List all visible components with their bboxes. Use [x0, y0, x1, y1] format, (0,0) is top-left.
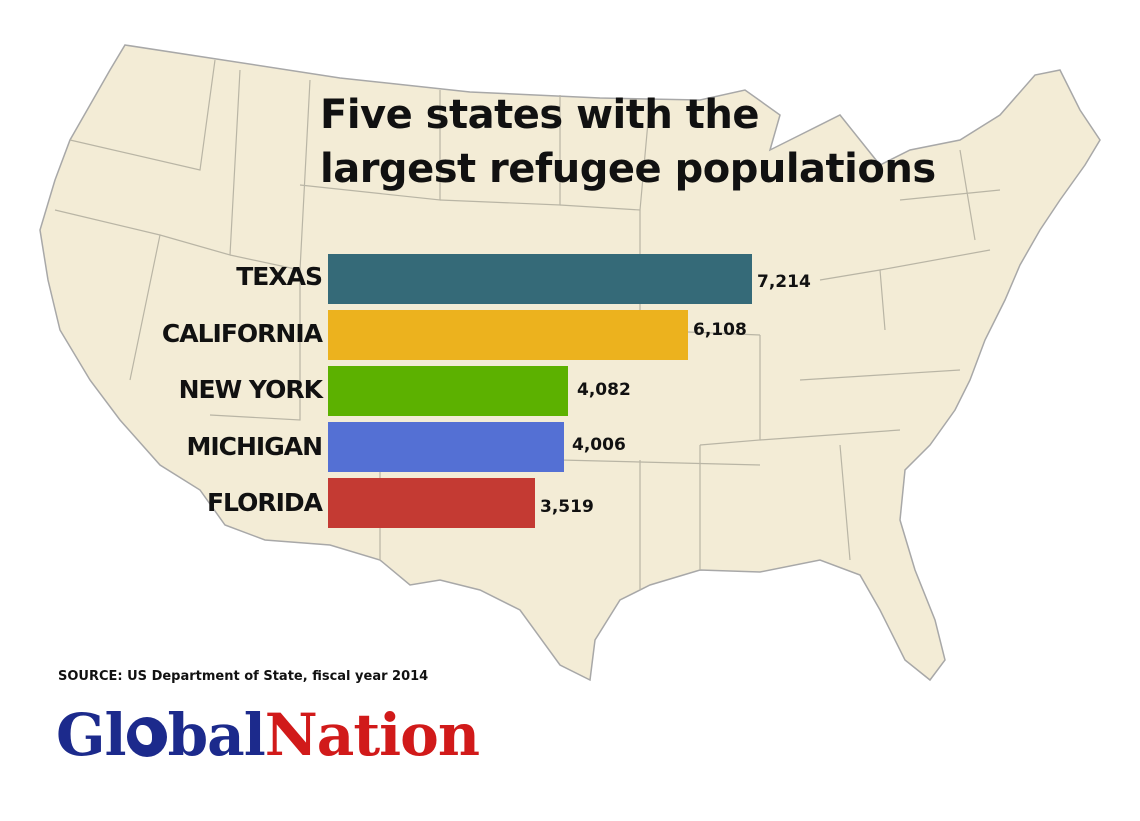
globalnation-logo: Gl balNation — [56, 700, 480, 770]
bar-california — [328, 310, 688, 360]
bar-value-texas: 7,214 — [757, 272, 811, 292]
bar-value-michigan: 4,006 — [572, 435, 626, 455]
bar-new-york — [328, 366, 568, 416]
bar-value-california: 6,108 — [693, 320, 747, 340]
bar-label-california: CALIFORNIA — [161, 319, 323, 348]
source-note: SOURCE: US Department of State, fiscal y… — [58, 669, 429, 684]
bar-label-michigan: MICHIGAN — [186, 432, 323, 461]
title-line-2: largest refugee populations — [320, 146, 936, 192]
bar-michigan — [328, 422, 564, 472]
bar-value-florida: 3,519 — [540, 497, 594, 517]
globe-icon — [126, 717, 167, 757]
logo-text-nation: Nation — [264, 701, 480, 769]
chart-title: Five states with the largest refugee pop… — [320, 88, 936, 196]
logo-text-bal: bal — [167, 701, 266, 769]
bar-label-florida: FLORIDA — [206, 488, 323, 517]
bar-label-texas: TEXAS — [236, 262, 323, 291]
title-line-1: Five states with the — [320, 92, 759, 138]
logo-text-gl: Gl — [56, 701, 127, 769]
bar-value-new-york: 4,082 — [577, 380, 631, 400]
bar-label-new-york: NEW YORK — [178, 375, 323, 404]
bar-florida — [328, 478, 535, 528]
bar-texas — [328, 254, 752, 304]
